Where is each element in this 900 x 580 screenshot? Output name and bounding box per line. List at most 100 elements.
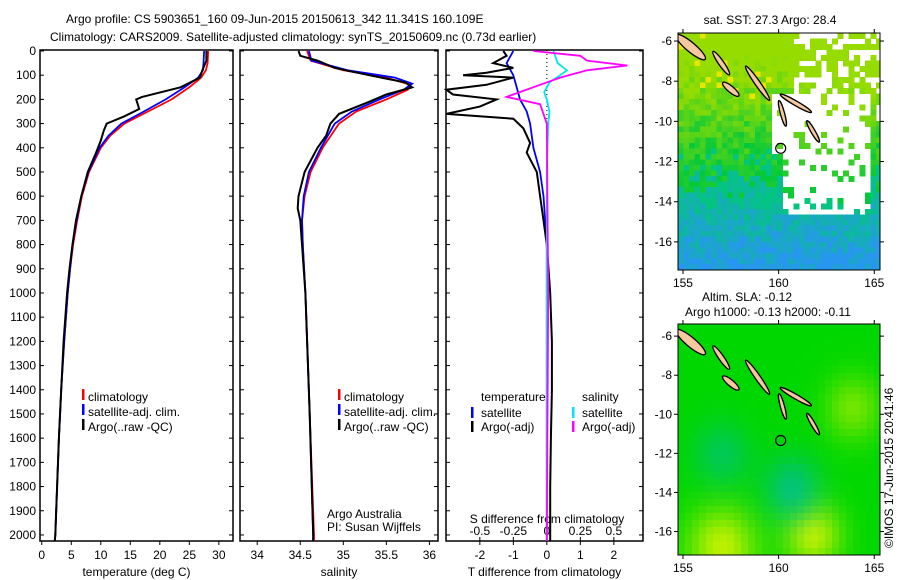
y-tick-label: 1300 [9, 359, 36, 373]
y-tick-label: 900 [16, 262, 36, 276]
y-tick-label: 300 [16, 117, 36, 131]
x2-tick-label: -0.25 [500, 524, 528, 538]
argo-float-marker [775, 142, 787, 154]
y-tick-label: 1400 [9, 383, 36, 397]
sla-map-field [678, 324, 880, 555]
x-tick-label: 34.5 [289, 548, 313, 562]
x-tick-label: -1 [508, 548, 519, 562]
lat-tick-label: -12 [655, 155, 673, 169]
argo-float-marker [775, 434, 787, 447]
series-line-argo-raw-qc- [53, 51, 208, 542]
legend-swatch [572, 421, 575, 432]
x-tick-label: 36 [423, 548, 437, 562]
legend-label: satellite-adj. clim. [88, 405, 180, 419]
island-shape [678, 33, 707, 61]
y-tick-label: 1700 [9, 455, 36, 469]
series-line-climatology [53, 50, 210, 542]
annotation-argo-australia: Argo Australia [327, 507, 402, 521]
y-tick-label: 800 [16, 238, 36, 252]
legend-swatch [338, 389, 341, 400]
lat-tick-label: -14 [655, 195, 673, 209]
x-tick-label: 25 [183, 548, 197, 562]
y-tick-label: 400 [16, 141, 36, 155]
x-tick-label: 0 [544, 548, 551, 562]
legend-swatch [471, 407, 474, 418]
lon-tick-label: 160 [769, 276, 789, 290]
legend-swatch [338, 419, 341, 430]
lat-tick-label: -8 [661, 74, 672, 88]
lat-tick-label: -16 [655, 525, 673, 539]
legend-label: Argo(-adj) [481, 420, 534, 434]
lat-tick-label: -14 [655, 485, 673, 499]
y-tick-label: 1500 [9, 407, 36, 421]
series-line-t-satellite [505, 50, 548, 541]
figure-title-line1: Argo profile: CS 5903651_160 09-Jun-2015… [66, 12, 483, 26]
legend-label: Argo(..raw -QC) [344, 420, 429, 434]
temperature-axes-frame [39, 49, 234, 542]
x-tick-label: 0 [38, 548, 45, 562]
sla-map-panel: 155 160 165 -6 -8 -10 -12 -14 -16 [655, 320, 885, 575]
legend-label: Argo(..raw -QC) [88, 420, 173, 434]
x-tick-label: 35.5 [375, 548, 399, 562]
island-shape [744, 65, 771, 102]
lat-tick-label: -10 [655, 114, 673, 128]
lat-tick-label: -8 [661, 368, 672, 382]
series-line-satellite-adj-clim- [53, 50, 205, 542]
series-line-t-argo-adj- [443, 50, 553, 541]
lon-tick-label: 155 [673, 561, 693, 575]
lon-tick-label: 165 [864, 276, 884, 290]
y-tick-label: 100 [16, 68, 36, 82]
legend-swatch [82, 404, 85, 415]
sst-map-panel: 155 160 165 -6 -8 -10 -12 -14 -16 [655, 29, 885, 290]
x2-tick-label: 0.25 [569, 524, 593, 538]
legend-heading: salinity [582, 390, 619, 404]
sla-map-subtitle: Argo h1000: -0.13 h2000: -0.11 [685, 305, 851, 319]
x-tick-label: 10 [94, 548, 108, 562]
x2-tick-label: -0.5 [469, 524, 490, 538]
island-shape [744, 359, 771, 395]
island-shape [721, 375, 740, 391]
island-shape [805, 412, 821, 436]
y-tick-label: 1200 [9, 334, 36, 348]
island-shape [712, 345, 731, 371]
x-tick-label: 15 [124, 548, 138, 562]
figure-title-line2: Climatology: CARS2009. Satellite-adjuste… [50, 30, 536, 44]
legend-swatch [572, 407, 575, 418]
legend-swatch [82, 389, 85, 400]
salinity-axes-frame [239, 49, 439, 542]
x-tick-label: 5 [68, 548, 75, 562]
x-axis-label: T difference from climatology [468, 565, 622, 579]
series-line-satellite-adj-clim- [301, 50, 415, 541]
lat-tick-label: -6 [661, 34, 672, 48]
series-line-argo-raw-qc- [296, 50, 415, 541]
difference-panel: -2 -1 0 1 2 T difference from climatology -0.5… [443, 49, 644, 579]
x-tick-label: -2 [475, 548, 486, 562]
x-tick-label: 30 [212, 548, 226, 562]
x-tick-label: 35 [337, 548, 351, 562]
y-tick-label: 0 [29, 44, 36, 58]
island-shape [805, 120, 821, 143]
x-axis-label: salinity [321, 565, 358, 579]
salinity-panel: 34 34.5 35 35.5 36 salinity climatologysatelli… [239, 49, 439, 579]
legend-swatch [471, 421, 474, 432]
y-tick-label: 1000 [9, 286, 36, 300]
sla-map-title: Altim. SLA: -0.12 [702, 290, 792, 304]
y-tick-label: 1100 [10, 310, 36, 324]
island-shape [712, 50, 731, 76]
y-tick-label: 700 [16, 213, 36, 227]
y-tick-label: 1600 [9, 431, 36, 445]
x-axis-label: temperature (deg C) [82, 565, 190, 579]
lat-tick-label: -6 [661, 329, 672, 343]
y-tick-label: 2000 [9, 528, 36, 542]
lat-tick-label: -16 [655, 235, 673, 249]
sst-map-title: sat. SST: 27.3 Argo: 28.4 [704, 13, 837, 27]
imos-credit: ©IMOS 17-Jun-2015 20:41:46 [882, 387, 896, 548]
lon-tick-label: 160 [769, 561, 789, 575]
island-shape [777, 392, 788, 420]
series-line-climatology [301, 50, 412, 541]
island-shape [678, 328, 707, 356]
island-shape [777, 99, 788, 127]
legend-label: satellite [481, 406, 522, 420]
y-tick-label: 1900 [9, 504, 36, 518]
